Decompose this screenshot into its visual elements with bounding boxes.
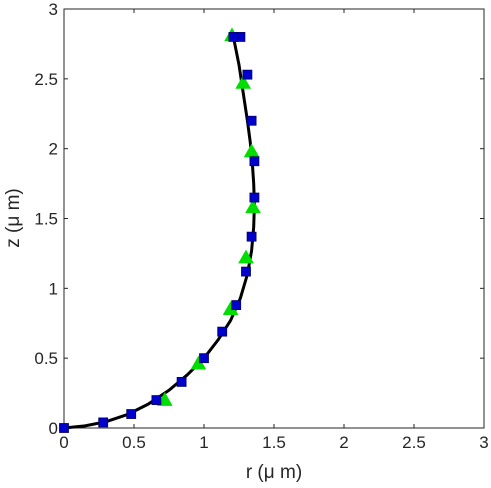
triangle-marker (245, 199, 261, 214)
square-marker (199, 353, 209, 364)
x-tick-label: 1.5 (262, 433, 286, 452)
square-marker (246, 115, 257, 126)
square-marker (126, 409, 137, 419)
triangle-marker (238, 249, 254, 264)
y-tick-label: 2.5 (34, 70, 58, 89)
square-marker (176, 377, 187, 387)
square-marker (241, 266, 251, 277)
y-tick-label: 0 (49, 419, 58, 438)
square-marker (228, 32, 239, 42)
triangle-marker (235, 75, 252, 89)
square-marker (249, 192, 260, 203)
square-marker (151, 395, 162, 405)
x-tick-label: 2.5 (402, 433, 426, 452)
square-marker (231, 300, 242, 310)
x-axis-label: r (μ m) (246, 462, 302, 483)
y-tick-label: 1.5 (34, 210, 58, 229)
x-tick-label: 0 (59, 433, 68, 452)
square-marker (242, 69, 253, 80)
x-tick-label: 0.5 (122, 433, 146, 452)
square-marker (217, 326, 228, 337)
triangle-marker (156, 392, 173, 406)
x-tick-label: 2 (339, 433, 348, 452)
x-axis-ticks: 0 0.5 1 1.5 2 2.5 3 (59, 9, 489, 452)
y-tick-label: 0.5 (34, 349, 58, 368)
square-marker (98, 417, 109, 428)
curve-line (62, 35, 256, 430)
square-marker (246, 231, 257, 242)
y-axis-ticks: 0 0.5 1 1.5 2 2.5 3 (34, 0, 484, 438)
square-marker (249, 156, 260, 167)
y-tick-label: 2 (49, 140, 58, 159)
x-tick-label: 1 (199, 433, 208, 452)
plot-area (63, 8, 485, 429)
series-layer (59, 27, 261, 433)
x-tick-label: 3 (479, 433, 488, 452)
y-axis-label: z (μ m) (3, 188, 24, 248)
y-tick-label: 1 (49, 279, 58, 298)
y-tick-label: 3 (49, 0, 58, 19)
square-marker (59, 423, 69, 433)
